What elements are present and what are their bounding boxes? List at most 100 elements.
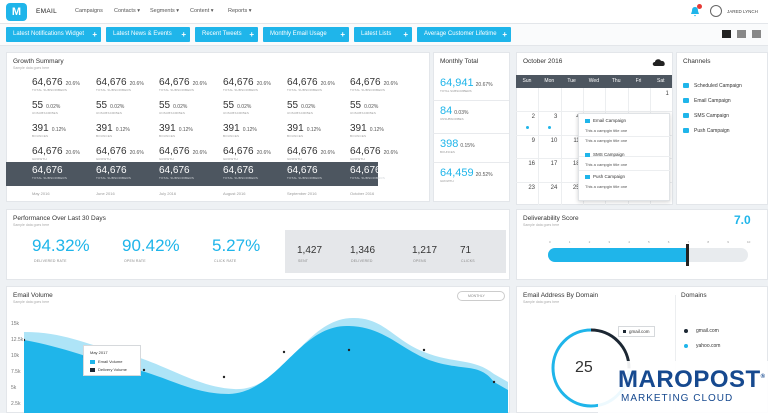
popup-campaign-name[interactable]: Email Campaign [585,118,626,123]
bell-icon[interactable] [690,6,700,17]
growth-month-label: October 2016 [350,191,375,196]
growth-value: 64,676 20.6% [287,146,350,157]
calendar-weekday: Fri [635,78,642,84]
widget-button-lifetime[interactable]: Average Customer Lifetime + [417,27,511,42]
user-name[interactable]: JARED LYNCH [727,9,758,14]
monthly-number: 398 [440,138,459,150]
nav-segments[interactable]: Segments ▾ [150,8,180,14]
count-label: OPENS [413,259,427,263]
score-tick: 0 [549,240,551,244]
layout-columns-icon[interactable] [737,30,746,38]
widget-button-lists[interactable]: Latest Lists + [354,27,412,42]
calendar-date[interactable]: 1 [665,91,669,97]
domain-item[interactable]: yahoo.com [684,343,720,349]
growth-stat: 64,676 20.6% TOTAL SUBSCRIBERS [96,77,159,92]
growth-month-label: September 2016 [287,191,317,196]
popup-campaign-desc: This a campgin title one [585,184,628,189]
chart-tooltip: May 2017 Email Volume Delivery Volume [83,345,141,376]
growth-number: 64,676 [223,77,254,88]
growth-number: 64,676 [32,146,63,157]
domain-item[interactable]: gmail.com [684,328,719,334]
calendar-date[interactable]: 16 [528,161,535,168]
widget-label: Average Customer Lifetime [424,31,497,37]
calendar-date[interactable]: 2 [531,114,535,121]
calendar-date[interactable]: 23 [528,184,535,191]
calendar-date[interactable]: 17 [550,161,558,168]
growth-value: 64,676 20.6% [223,146,286,157]
growth-number: 64,676 [159,146,190,157]
score-tick: 5 [648,240,650,244]
data-point[interactable] [492,380,496,384]
nav-reports[interactable]: Reports ▾ [228,8,252,14]
count-label: CLICKS [461,259,475,263]
app-logo[interactable]: M [6,3,27,21]
widget-button-email-usage[interactable]: Monthly Email Usage + [263,27,349,42]
growth-percent: 0.02% [173,104,188,110]
growth-total: 64,676 TOTAL SUBSCRIBERS [223,165,286,180]
divider [433,162,509,163]
channel-icon [683,98,689,104]
widget-button-news[interactable]: Latest News & Events + [106,27,190,42]
growth-percent: 20.6% [383,81,398,87]
donut-segment-yahoo[interactable] [551,328,631,408]
calendar-day-header [516,75,672,88]
layout-grid-icon[interactable] [722,30,731,38]
growth-number: 55 [96,100,108,111]
growth-value: 55 0.02% [159,100,222,111]
calendar-date[interactable]: 4 [561,114,583,120]
data-point[interactable] [24,338,26,342]
calendar-date[interactable]: 9 [531,137,535,144]
growth-stat: 64,676 20.6% TOTAL SUBSCRIBERS [159,77,222,92]
deliverability-marker[interactable] [686,244,689,266]
popup-campaign-name[interactable]: SMS Campaign [585,152,625,157]
growth-total-value: 64,676 [159,165,190,176]
nav-content[interactable]: Content ▾ [190,8,214,14]
channel-item[interactable]: Scheduled Campaign [683,83,742,89]
growth-stat: 55 0.02% UNSUBSCRIBES [32,100,95,115]
growth-percent: 20.6% [192,81,207,87]
data-point[interactable] [222,375,226,379]
popup-campaign-name[interactable]: Push Campaign [585,174,625,179]
widget-button-notifications[interactable]: Latest Notifications Widget + [6,27,101,42]
data-point[interactable] [347,348,351,352]
growth-number: 64,676 [223,146,254,157]
growth-percent: 20.6% [65,150,80,156]
calendar-date[interactable]: 18 [572,161,580,168]
event-dot[interactable] [548,126,551,129]
monthly-label: GROWTH [440,179,454,183]
donut-label-text: gmail.com [629,329,650,334]
card-title: Email Address By Domain [523,292,599,299]
data-point[interactable] [142,368,146,372]
growth-percent: 0.02% [364,104,379,110]
tooltip-series-email: Email Volume [90,359,122,364]
growth-total-value: 64,676 [287,165,318,176]
growth-number: 64,676 [350,77,381,88]
widget-button-tweets[interactable]: Recent Tweets + [195,27,258,42]
calendar-date[interactable]: 3 [553,114,558,121]
data-point[interactable] [422,348,426,352]
range-select[interactable]: MONTHLY [457,291,505,301]
avatar[interactable] [710,5,722,17]
layout-list-icon[interactable] [752,30,761,38]
y-axis-tick: 12.5k [11,337,24,343]
nav-campaigns[interactable]: Campaigns [75,8,103,14]
growth-label: TOTAL SUBSCRIBERS [223,88,259,92]
channel-item[interactable]: Push Campaign [683,128,730,134]
popup-campaign-label: Push Campaign [593,174,626,179]
growth-percent: 20.6% [256,150,271,156]
score-tick: 3 [608,240,611,244]
growth-label: GROWTH [287,157,302,161]
growth-month-label: May 2016 [32,191,50,196]
data-point[interactable] [282,350,286,354]
event-dot[interactable] [526,126,529,129]
calendar-date[interactable]: 24 [550,184,558,191]
divider [433,100,509,101]
channel-item[interactable]: SMS Campaign [683,113,729,119]
calendar-date[interactable]: 11 [573,137,580,144]
growth-percent: 20.6% [129,150,144,156]
channel-item[interactable]: Email Campaign [683,98,731,104]
nav-contacts[interactable]: Contacts ▾ [114,8,140,14]
cloud-icon[interactable] [651,57,667,67]
calendar-date[interactable]: 25 [572,184,580,191]
calendar-date[interactable]: 10 [550,137,558,144]
